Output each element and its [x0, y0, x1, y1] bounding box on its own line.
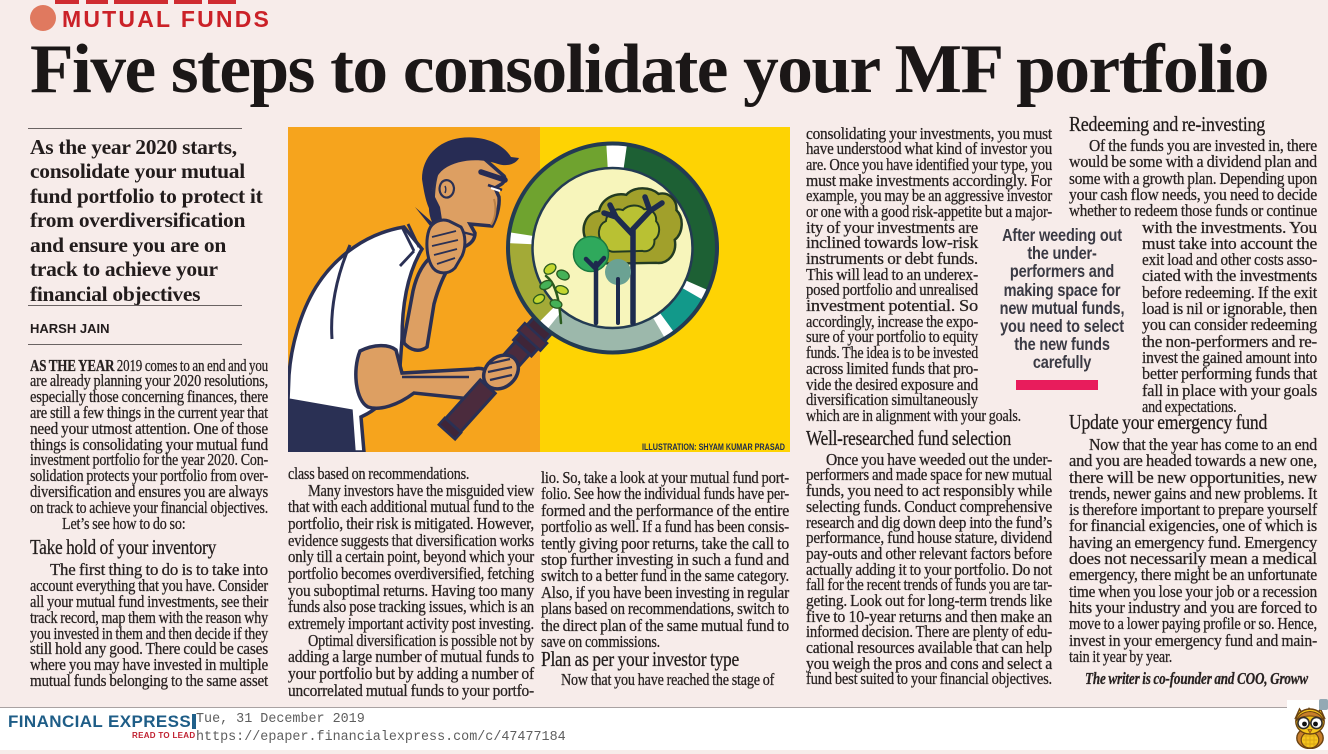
svg-text:ILLUSTRATION: SHYAM KUMAR PRAS: ILLUSTRATION: SHYAM KUMAR PRASAD — [642, 442, 785, 452]
